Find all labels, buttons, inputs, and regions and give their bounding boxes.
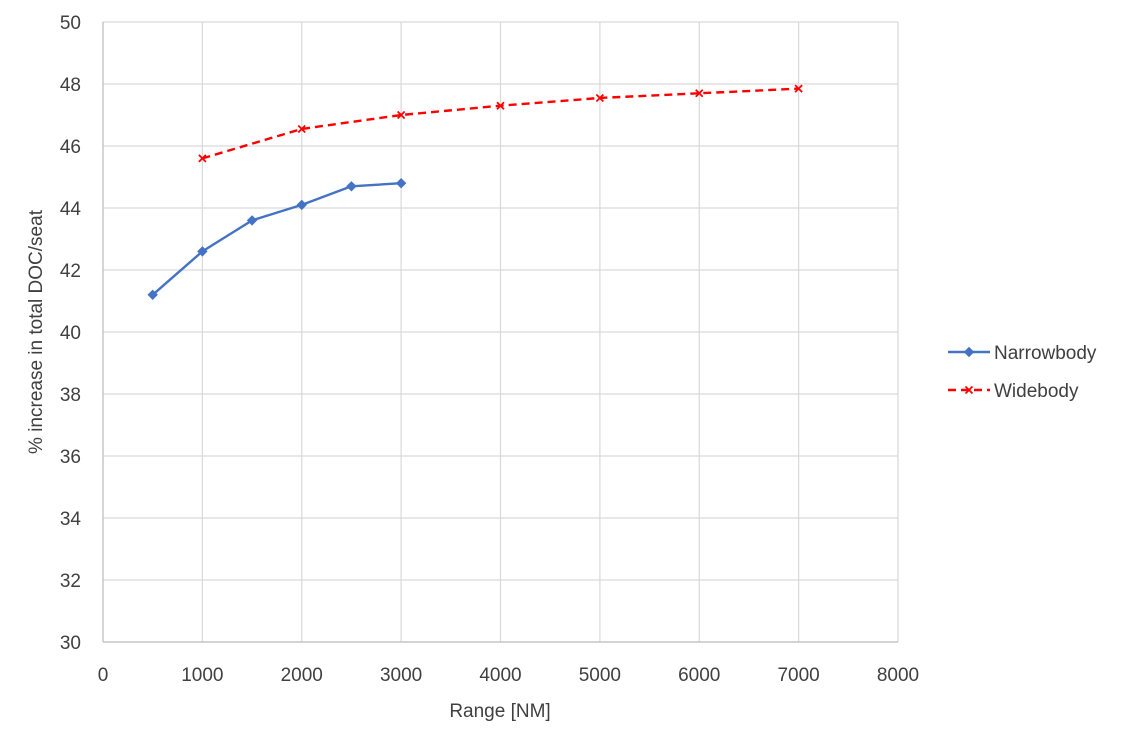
series-widebody — [198, 84, 803, 163]
y-axis-title: % increase in total DOC/seat — [26, 209, 47, 454]
data-point — [246, 215, 258, 226]
data-point — [794, 84, 803, 93]
legend-item-widebody: Widebody — [948, 381, 1079, 402]
legend-label: Narrowbody — [994, 343, 1097, 364]
legend: Narrowbody Widebody — [948, 343, 1097, 402]
data-point — [496, 101, 505, 110]
x-tick-label: 3000 — [380, 665, 422, 686]
x-tick-label: 8000 — [877, 665, 919, 686]
y-tick-label: 38 — [60, 385, 81, 406]
legend-marker — [964, 385, 974, 395]
data-point — [297, 124, 306, 134]
data-point — [595, 93, 605, 103]
series-narrowbody — [147, 177, 407, 301]
data-point — [147, 289, 158, 301]
x-tick-labels: 0 1000 2000 3000 4000 5000 6000 7000 8000 — [98, 665, 919, 686]
y-tick-label: 50 — [60, 13, 81, 34]
y-tick-labels: 30 32 34 36 38 40 42 44 46 48 50 — [60, 13, 82, 654]
y-tick-label: 32 — [60, 571, 81, 592]
y-tick-label: 44 — [60, 199, 82, 220]
x-tick-label: 2000 — [281, 665, 323, 686]
data-point — [346, 181, 357, 192]
x-tick-label: 6000 — [678, 665, 720, 686]
y-tick-label: 46 — [60, 137, 81, 158]
legend-item-narrowbody: Narrowbody — [948, 343, 1097, 364]
x-tick-label: 7000 — [777, 665, 819, 686]
series-line — [151, 182, 402, 296]
data-point — [197, 246, 208, 257]
y-tick-label: 30 — [60, 633, 81, 654]
data-point — [396, 110, 406, 120]
axes — [102, 22, 898, 643]
y-tick-label: 36 — [60, 447, 81, 468]
x-tick-label: 5000 — [579, 665, 621, 686]
data-point — [695, 89, 704, 98]
data-point — [395, 177, 407, 189]
x-tick-label: 4000 — [479, 665, 521, 686]
data-point — [296, 199, 307, 211]
data-point — [198, 154, 207, 163]
x-axis-title: Range [NM] — [449, 701, 550, 722]
y-tick-label: 34 — [60, 509, 82, 530]
x-tick-label: 1000 — [181, 665, 223, 686]
legend-marker — [963, 346, 975, 358]
legend-label: Widebody — [994, 381, 1079, 402]
series-group — [147, 84, 803, 301]
y-tick-label: 42 — [60, 261, 81, 282]
x-tick-label: 0 — [98, 665, 109, 686]
y-tick-label: 48 — [60, 75, 81, 96]
gridlines — [102, 21, 899, 643]
y-tick-label: 40 — [60, 323, 81, 344]
